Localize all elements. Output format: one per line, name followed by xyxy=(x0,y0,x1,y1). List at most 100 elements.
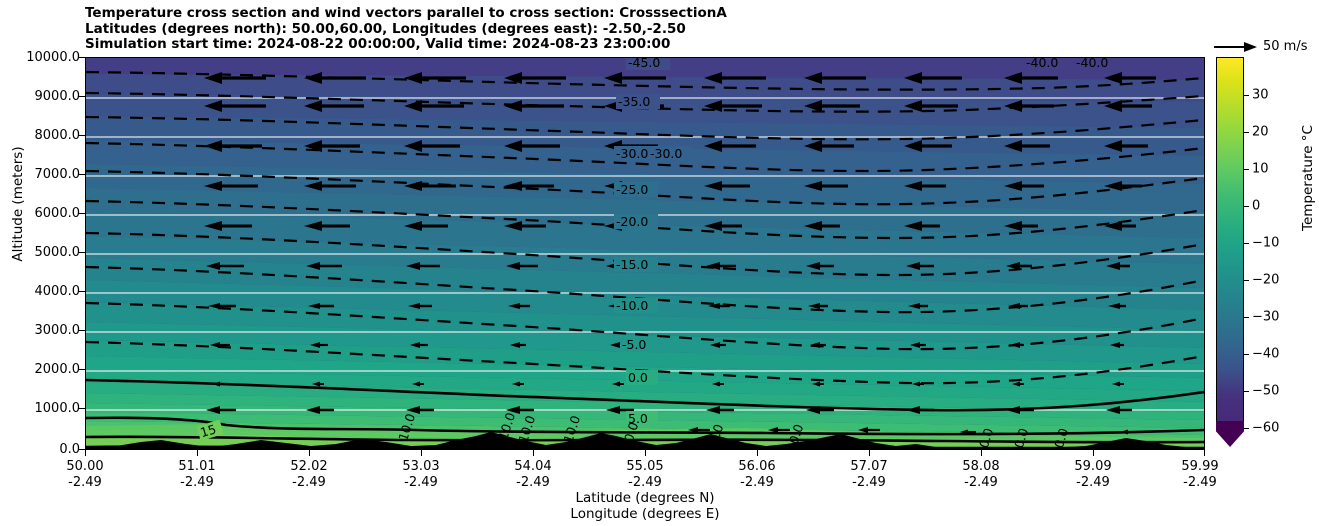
contour-label-m30: -30.0 xyxy=(614,146,658,161)
x-tick-lon: -2.49 xyxy=(628,474,662,490)
colorbar-tick-mark xyxy=(1244,132,1249,133)
colorbar-tick-label: −20 xyxy=(1252,272,1280,288)
quiver-key-label: 50 m/s xyxy=(1263,39,1308,54)
colorbar-tick-mark xyxy=(1244,95,1249,96)
wind-vector-field xyxy=(204,72,1156,435)
x-tick-mark xyxy=(1093,450,1094,456)
x-tick-lon: -2.49 xyxy=(740,474,774,490)
svg-text:-15.0: -15.0 xyxy=(616,257,648,272)
contour-label-m15: -15.0 xyxy=(614,257,658,272)
x-tick-lon: -2.49 xyxy=(1183,474,1217,490)
x-tick-mark xyxy=(1204,450,1205,456)
wind-row-4000 xyxy=(208,303,1126,309)
contour-label-m25: -25.0 xyxy=(614,182,658,197)
wind-row-9000 xyxy=(204,100,1152,112)
y-tick-label: 7000.0 xyxy=(34,167,81,182)
x-tick-label: 56.06 -2.49 xyxy=(738,459,775,490)
y-tick-mark xyxy=(79,174,85,175)
svg-text:-30.0: -30.0 xyxy=(650,146,682,161)
title-line-2: Latitudes (degrees north): 50.00,60.00, … xyxy=(85,20,686,37)
contour-label-m45: -45.0 xyxy=(626,58,670,70)
x-tick-label: 52.02 -2.49 xyxy=(290,459,327,490)
colorbar-tick-label: −40 xyxy=(1252,346,1280,362)
svg-text:-5.0: -5.0 xyxy=(622,337,646,352)
x-tick-mark xyxy=(869,450,870,456)
contour-label-m30-b: -30.0 xyxy=(648,146,692,161)
y-tick-mark xyxy=(79,291,85,292)
svg-text:5.0: 5.0 xyxy=(628,411,648,426)
y-tick-label: 8000.0 xyxy=(34,128,81,143)
x-tick-lon: -2.49 xyxy=(1076,474,1110,490)
x-tick-lat: 58.08 xyxy=(962,459,1000,474)
x-tick-label: 54.04 -2.49 xyxy=(514,459,551,490)
svg-text:0.0: 0.0 xyxy=(628,370,648,385)
wind-arrow-icon xyxy=(1214,42,1257,52)
y-tick-mark xyxy=(79,369,85,370)
svg-text:0.0: 0.0 xyxy=(786,422,806,446)
contour-label-m5: -5.0 xyxy=(620,337,658,352)
svg-text:0.0: 0.0 xyxy=(1051,426,1071,449)
x-tick-lat: 59.99 xyxy=(1181,459,1219,474)
contour-label-m35: -35.0 xyxy=(616,94,660,109)
plot-svg: -45.0 -40.0 -40.0 -35.0 -30.0 -30.0 -25.… xyxy=(86,58,1204,449)
wind-row-1000 xyxy=(206,406,1132,414)
wind-row-2000 xyxy=(212,381,1124,387)
x-tick-lon: -2.49 xyxy=(852,474,886,490)
colorbar-tick-mark xyxy=(1244,354,1249,355)
x-tick-label: 53.03 -2.49 xyxy=(402,459,439,490)
svg-text:-40.0: -40.0 xyxy=(1076,58,1108,70)
contour-label-0: 0.0 xyxy=(626,370,658,385)
colorbar-tick-label: 30 xyxy=(1252,87,1269,103)
colorbar-gradient xyxy=(1216,57,1244,422)
colorbar-tick-mark xyxy=(1244,206,1249,207)
y-tick-mark xyxy=(79,449,85,450)
x-tick-lat: 53.03 xyxy=(402,459,440,474)
y-tick-mark xyxy=(79,213,85,214)
x-tick-mark xyxy=(197,450,198,456)
colorbar-tick-label: 10 xyxy=(1252,161,1269,177)
y-tick-label: 2000.0 xyxy=(34,362,81,377)
contour-label-0-d: 0.0 xyxy=(786,422,806,446)
contour-label-0-f: 0.0 xyxy=(1011,426,1031,449)
contour-label-0-g: 0.0 xyxy=(1051,426,1071,449)
title-line-1: Temperature cross section and wind vecto… xyxy=(85,5,727,21)
x-tick-label: 59.99 -2.49 xyxy=(1181,459,1218,490)
y-tick-label: 4000.0 xyxy=(34,284,81,299)
colorbar[interactable] xyxy=(1216,57,1244,450)
wind-row-500 xyxy=(688,427,1136,435)
x-tick-lat: 50.00 xyxy=(66,459,104,474)
svg-text:15: 15 xyxy=(198,421,217,440)
svg-text:-35.0: -35.0 xyxy=(618,94,650,109)
svg-text:-40.0: -40.0 xyxy=(1026,58,1058,70)
x-tick-lat: 59.09 xyxy=(1074,459,1112,474)
y-tick-label: 9000.0 xyxy=(34,89,81,104)
y-axis-label: Altitude (meters) xyxy=(10,146,26,262)
colorbar-tick-mark xyxy=(1244,243,1249,244)
colorbar-tick-label: −10 xyxy=(1252,235,1280,251)
y-tick-mark xyxy=(79,57,85,58)
x-tick-label: 50.00 -2.49 xyxy=(66,459,103,490)
x-tick-lon: -2.49 xyxy=(292,474,326,490)
contour-label-15: 15 xyxy=(196,419,224,441)
cross-section-plot[interactable]: -45.0 -40.0 -40.0 -35.0 -30.0 -30.0 -25.… xyxy=(85,57,1205,450)
colorbar-tick-mark xyxy=(1244,428,1249,429)
y-tick-mark xyxy=(79,252,85,253)
colorbar-tick-label: 0 xyxy=(1252,198,1261,214)
x-tick-lon: -2.49 xyxy=(180,474,214,490)
x-tick-mark xyxy=(981,450,982,456)
x-tick-label: 57.07 -2.49 xyxy=(850,459,887,490)
svg-text:-30.0: -30.0 xyxy=(616,146,648,161)
x-tick-label: 51.01 -2.49 xyxy=(178,459,215,490)
y-tick-label: 3000.0 xyxy=(34,323,81,338)
colorbar-tick-label: −30 xyxy=(1252,309,1280,325)
x-tick-mark xyxy=(85,450,86,456)
contour-label-0-c: 0.0 xyxy=(706,422,726,446)
contour-label-0-e: 0.0 xyxy=(976,426,996,449)
wind-row-6000 xyxy=(204,221,1136,231)
x-tick-lat: 51.01 xyxy=(178,459,216,474)
title-line-3: Simulation start time: 2024-08-22 00:00:… xyxy=(85,36,671,52)
x-tick-label: 58.08 -2.49 xyxy=(962,459,999,490)
figure-title: Temperature cross section and wind vecto… xyxy=(85,5,727,53)
wind-row-3000 xyxy=(210,342,1124,348)
